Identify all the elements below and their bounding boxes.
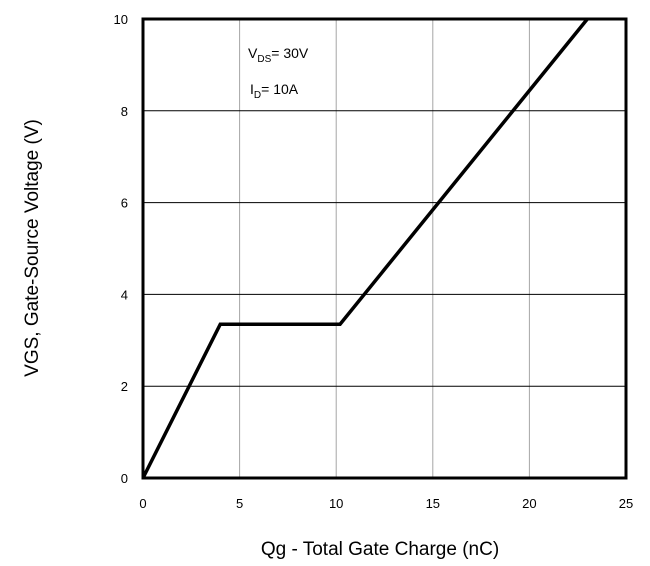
x-tick-label-4: 20 (522, 496, 536, 511)
annotation-id: ID= 10A (250, 81, 299, 101)
x-tick-label-5: 25 (619, 496, 633, 511)
x-tick-labels: 0 5 10 15 20 25 (139, 496, 633, 511)
y-tick-label-1: 2 (121, 379, 128, 394)
annotation-vds: VDS= 30V (248, 45, 309, 65)
plot-frame (141, 17, 628, 480)
y-tick-label-0: 0 (121, 471, 128, 486)
y-tick-label-5: 10 (114, 12, 128, 27)
x-tick-label-0: 0 (139, 496, 146, 511)
series-lines (141, 17, 589, 479)
y-axis-label: VGS, Gate-Source Voltage (V) (22, 119, 43, 377)
y-tick-label-3: 6 (121, 196, 128, 211)
grid-lines (143, 19, 626, 478)
y-tick-label-4: 8 (121, 104, 128, 119)
x-axis-label: Qg - Total Gate Charge (nC) (261, 539, 499, 560)
y-tick-labels: 0 2 4 6 8 10 (114, 12, 128, 486)
x-tick-label-2: 10 (329, 496, 343, 511)
series-line-0 (141, 17, 589, 479)
x-tick-label-1: 5 (236, 496, 243, 511)
x-tick-label-3: 15 (426, 496, 440, 511)
y-tick-label-2: 4 (121, 287, 128, 302)
